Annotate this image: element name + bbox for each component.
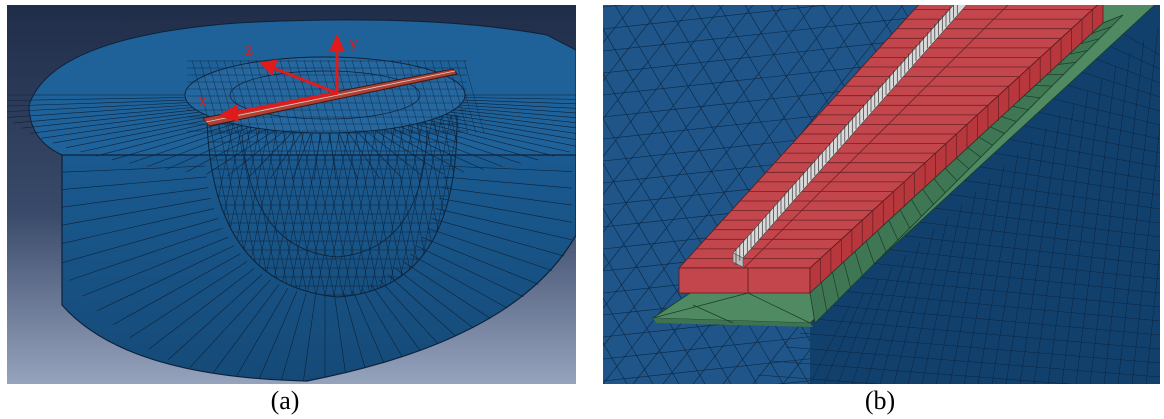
axis-x-label: x <box>198 90 207 110</box>
axis-triad <box>217 33 345 122</box>
side-face <box>810 5 1160 384</box>
axis-y-label: y <box>349 32 358 52</box>
caption-a: (a) <box>270 386 300 415</box>
caption-b: (b) <box>864 386 896 415</box>
axis-z-label: z <box>245 39 253 59</box>
panel-a-hemisphere-mesh: x y z <box>7 5 576 384</box>
green-beam-side <box>809 14 1124 324</box>
panel-b-beam-closeup <box>603 5 1160 384</box>
green-layer-front <box>653 318 813 327</box>
red-beam-front <box>678 267 811 294</box>
